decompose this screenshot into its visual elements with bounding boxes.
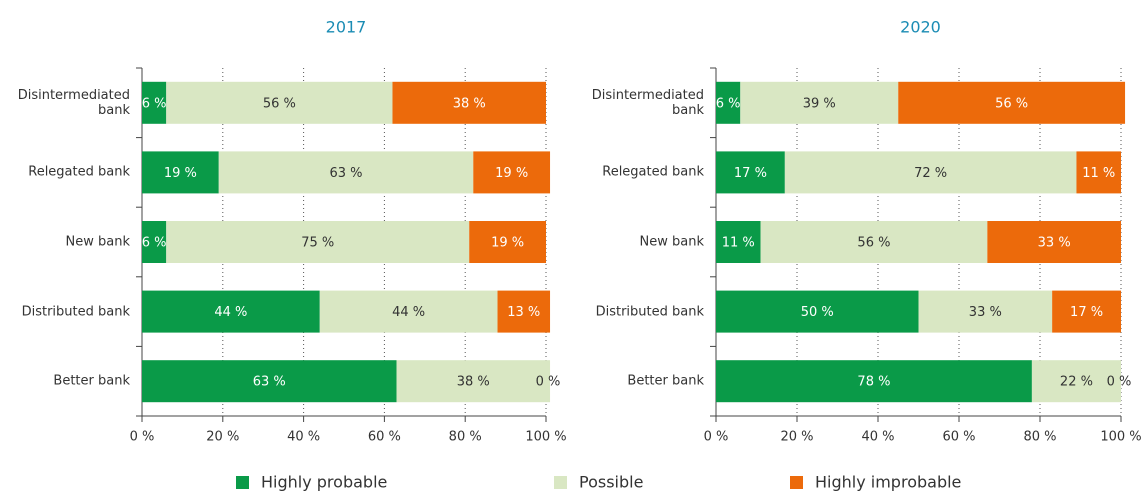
- x-tick-label: 60 %: [942, 430, 975, 445]
- bar-segment: [392, 81, 546, 124]
- x-tick-label: 80 %: [449, 430, 482, 445]
- value-label: 17 %: [734, 166, 767, 181]
- category-label: Distributed bank: [21, 304, 130, 320]
- bar-segment: [716, 151, 785, 194]
- value-label: 17 %: [1070, 305, 1103, 320]
- value-label: 19 %: [491, 236, 524, 251]
- bar-segment: [142, 151, 219, 194]
- legend-swatch: [554, 476, 567, 489]
- category-label: Disintermediated bank: [591, 87, 704, 118]
- bar-segment: [469, 221, 546, 263]
- legend-swatch: [236, 476, 249, 489]
- category-label: Disintermediated bank: [17, 87, 130, 118]
- value-label: 39 %: [803, 96, 836, 111]
- bar-segment: [142, 360, 397, 403]
- x-tick-label: 0 %: [704, 430, 729, 445]
- legend-label: Possible: [579, 473, 643, 492]
- bar-segment: [918, 290, 1053, 333]
- x-tick-label: 100 %: [525, 430, 566, 445]
- value-label: 11 %: [1082, 166, 1115, 181]
- bar-segment: [1031, 360, 1121, 403]
- bar-segment: [740, 81, 899, 124]
- legend-swatch: [790, 476, 803, 489]
- legend-label: Highly probable: [261, 473, 387, 492]
- bar-segment: [1076, 151, 1121, 194]
- x-tick-label: 40 %: [287, 430, 320, 445]
- value-label: 0 %: [1107, 375, 1132, 390]
- value-label: 75 %: [301, 236, 334, 251]
- bar-segment: [473, 151, 551, 194]
- value-label: 11 %: [722, 236, 755, 251]
- category-label: Relegated bank: [602, 164, 704, 180]
- category-label: Relegated bank: [28, 164, 130, 180]
- value-label: 63 %: [253, 375, 286, 390]
- x-tick-label: 40 %: [861, 430, 894, 445]
- value-label: 6 %: [716, 96, 741, 111]
- category-label: Better bank: [53, 373, 130, 389]
- value-label: 56 %: [995, 96, 1028, 111]
- value-label: 72 %: [914, 166, 947, 181]
- bar-segment: [319, 290, 498, 333]
- value-label: 50 %: [801, 305, 834, 320]
- x-tick-label: 20 %: [206, 430, 239, 445]
- bar-segment: [716, 221, 761, 263]
- value-label: 6 %: [142, 96, 167, 111]
- x-tick-label: 80 %: [1023, 430, 1056, 445]
- bar-segment: [760, 221, 988, 263]
- value-label: 56 %: [857, 236, 890, 251]
- bar-segment: [218, 151, 474, 194]
- x-tick-label: 100 %: [1100, 430, 1141, 445]
- bar-segment: [1052, 290, 1121, 333]
- bar-segment: [166, 221, 470, 263]
- x-tick-label: 60 %: [368, 430, 401, 445]
- category-label: New bank: [639, 234, 704, 250]
- bar-segment: [142, 221, 167, 263]
- value-label: 22 %: [1060, 375, 1093, 390]
- value-label: 44 %: [392, 305, 425, 320]
- bar-segment: [716, 290, 919, 333]
- value-label: 38 %: [453, 96, 486, 111]
- value-label: 33 %: [1038, 236, 1071, 251]
- legend-label: Highly improbable: [815, 473, 961, 492]
- value-label: 0 %: [536, 375, 561, 390]
- bar-segment: [716, 360, 1032, 403]
- bar-segment: [987, 221, 1121, 263]
- category-label: Better bank: [627, 373, 704, 389]
- value-label: 19 %: [164, 166, 197, 181]
- x-tick-label: 20 %: [780, 430, 813, 445]
- bar-segment: [142, 81, 167, 124]
- chart-title: 2020: [900, 18, 941, 37]
- value-label: 44 %: [214, 305, 247, 320]
- value-label: 56 %: [263, 96, 296, 111]
- category-label: Distributed bank: [595, 304, 704, 320]
- value-label: 6 %: [142, 236, 167, 251]
- bar-segment: [497, 290, 551, 333]
- bar-segment: [166, 81, 393, 124]
- chart-title: 2017: [326, 18, 367, 37]
- x-tick-label: 0 %: [130, 430, 155, 445]
- value-label: 38 %: [457, 375, 490, 390]
- bar-segment: [716, 81, 741, 124]
- value-label: 63 %: [330, 166, 363, 181]
- bar-segment: [784, 151, 1077, 194]
- value-label: 33 %: [969, 305, 1002, 320]
- bar-segment: [142, 290, 320, 333]
- category-label: New bank: [65, 234, 130, 250]
- value-label: 19 %: [495, 166, 528, 181]
- bar-segment: [396, 360, 551, 403]
- value-label: 78 %: [857, 375, 890, 390]
- value-label: 13 %: [507, 305, 540, 320]
- bar-segment: [898, 81, 1126, 124]
